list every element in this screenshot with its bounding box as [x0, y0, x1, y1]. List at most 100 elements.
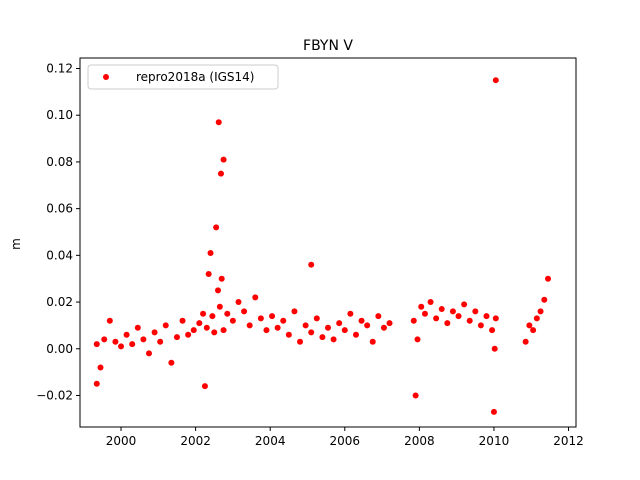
data-point	[229, 317, 236, 324]
data-point	[489, 327, 496, 334]
data-point	[541, 296, 548, 303]
x-tick-label: 2004	[255, 434, 286, 448]
data-point	[211, 329, 218, 336]
data-point	[93, 380, 100, 387]
data-point	[330, 336, 337, 343]
data-point	[336, 320, 343, 327]
data-point	[213, 224, 220, 231]
data-point	[410, 317, 417, 324]
x-axis-ticks: 2000 2002 2004 2006 2008 2010 2012	[106, 427, 584, 448]
data-point	[201, 383, 208, 390]
data-point	[93, 341, 100, 348]
data-point	[472, 308, 479, 315]
data-point	[533, 315, 540, 322]
data-point	[492, 77, 499, 84]
data-point	[438, 306, 445, 313]
legend: repro2018a (IGS14)	[87, 64, 279, 90]
x-tick-label: 2000	[106, 434, 137, 448]
data-point	[491, 345, 498, 352]
data-point	[179, 317, 186, 324]
y-axis-ticks: −0.02 0.00 0.02 0.04 0.06 0.08 0.10 0.12	[36, 62, 80, 402]
y-tick-label: 0.04	[46, 248, 73, 262]
data-point	[217, 170, 224, 177]
data-point	[168, 359, 175, 366]
data-point	[106, 317, 113, 324]
data-point	[433, 315, 440, 322]
y-tick-label: 0.08	[46, 155, 73, 169]
data-point	[414, 336, 421, 343]
data-point	[530, 327, 537, 334]
y-tick-label: 0.12	[46, 62, 73, 76]
data-point	[101, 336, 108, 343]
data-point	[483, 313, 490, 320]
data-point	[190, 327, 197, 334]
data-point	[157, 338, 164, 345]
data-point	[386, 320, 393, 327]
data-point	[490, 408, 497, 415]
data-point	[241, 308, 248, 315]
data-point	[263, 327, 270, 334]
data-point	[173, 334, 180, 341]
data-point	[97, 364, 104, 371]
data-point	[364, 322, 371, 329]
x-tick-label: 2006	[330, 434, 361, 448]
data-point	[352, 331, 359, 338]
y-tick-label: 0.02	[46, 295, 73, 309]
data-point	[308, 261, 315, 268]
data-point	[308, 329, 315, 336]
data-point	[319, 334, 326, 341]
data-point	[220, 327, 227, 334]
data-point	[477, 322, 484, 329]
y-tick-label: 0.06	[46, 202, 73, 216]
data-point	[112, 338, 119, 345]
data-point	[274, 324, 281, 331]
data-point	[412, 392, 419, 399]
data-point	[297, 338, 304, 345]
data-point	[375, 313, 382, 320]
data-point	[291, 308, 298, 315]
data-point	[209, 313, 216, 320]
data-point	[216, 303, 223, 310]
data-point	[302, 322, 309, 329]
data-point	[280, 317, 287, 324]
x-tick-label: 2012	[553, 434, 584, 448]
y-axis-label: m	[9, 238, 23, 250]
data-point	[455, 313, 462, 320]
data-point	[449, 308, 456, 315]
y-tick-label: 0.00	[46, 342, 73, 356]
data-point	[196, 320, 203, 327]
data-point	[492, 315, 499, 322]
data-points-layer	[93, 77, 552, 415]
data-point	[427, 299, 434, 306]
data-point	[421, 310, 428, 317]
legend-box	[87, 64, 279, 90]
data-point	[313, 315, 320, 322]
data-point	[123, 331, 130, 338]
data-point	[151, 329, 158, 336]
y-tick-label: −0.02	[36, 388, 73, 402]
data-point	[140, 336, 147, 343]
data-point	[203, 324, 210, 331]
data-point	[145, 350, 152, 357]
legend-label: repro2018a (IGS14)	[136, 70, 254, 84]
data-point	[205, 271, 212, 278]
data-point	[369, 338, 376, 345]
data-point	[358, 317, 365, 324]
data-point	[185, 331, 192, 338]
data-point	[224, 310, 231, 317]
data-point	[220, 156, 227, 163]
chart-title: FBYN V	[303, 38, 353, 54]
data-point	[537, 308, 544, 315]
data-point	[325, 324, 331, 331]
data-point	[466, 317, 473, 324]
data-point	[380, 324, 387, 331]
data-point	[418, 303, 425, 310]
data-point	[246, 322, 253, 329]
plot-area-frame	[79, 57, 577, 428]
data-point	[207, 250, 214, 257]
y-tick-label: 0.10	[46, 108, 73, 122]
x-tick-label: 2010	[479, 434, 510, 448]
data-point	[444, 320, 451, 327]
data-point	[526, 322, 533, 329]
